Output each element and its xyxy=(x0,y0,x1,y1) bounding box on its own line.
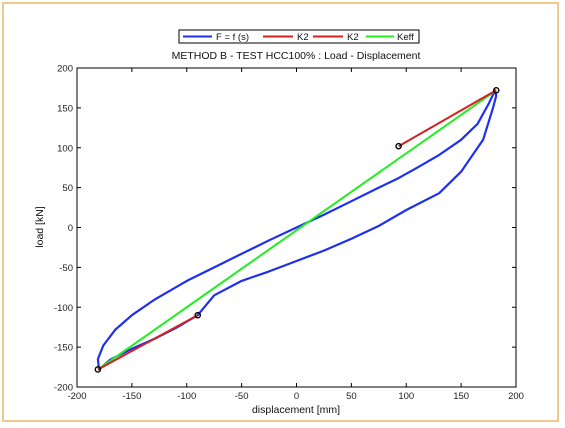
k2-point-marker xyxy=(194,311,202,319)
x-tick-label: -100 xyxy=(177,391,196,402)
x-tick-label: 0 xyxy=(294,391,299,402)
k2-point-marker xyxy=(94,366,102,373)
k2-point-marker xyxy=(395,142,402,150)
series-k2-upper-line xyxy=(398,89,497,148)
x-tick-label: 50 xyxy=(346,391,357,402)
chart-title: METHOD B - TEST HCC100% : Load - Displac… xyxy=(172,50,421,62)
y-tick-label: -200 xyxy=(54,383,73,394)
legend: F = f (s) K2 K2 Keff xyxy=(178,29,420,44)
k2-point-marker xyxy=(492,87,500,94)
x-tick-label: 100 xyxy=(398,391,414,402)
y-tick-label: 200 xyxy=(57,64,73,75)
axis-ticks: -200 -150 -100 -50 0 50 100 150 200 -200 -150 -100 -… xyxy=(54,64,524,403)
y-tick-label: 100 xyxy=(57,143,73,154)
y-tick-label: 150 xyxy=(57,103,73,114)
series-f-fs-line xyxy=(96,89,498,371)
y-tick-label: -100 xyxy=(54,303,73,314)
series-keff-line xyxy=(97,89,497,371)
series-layer xyxy=(96,89,498,371)
legend-label-f-fs: F = f (s) xyxy=(216,32,249,43)
x-tick-label: 150 xyxy=(453,391,469,402)
x-tick-label: 200 xyxy=(508,391,524,402)
x-axis-label: displacement [mm] xyxy=(252,404,340,416)
y-tick-label: 0 xyxy=(68,223,73,234)
legend-box xyxy=(178,29,420,44)
legend-label-keff: Keff xyxy=(397,32,414,43)
x-tick-label: -50 xyxy=(235,391,249,402)
marker-layer xyxy=(94,87,500,373)
y-tick-label: -50 xyxy=(59,263,73,274)
x-tick-label: -150 xyxy=(122,391,141,402)
x-tick-label: -200 xyxy=(67,391,86,402)
legend-label-k2-b: K2 xyxy=(347,32,359,43)
series-k2-lower-line xyxy=(97,314,199,371)
y-tick-label: 50 xyxy=(62,183,73,194)
y-axis-label: load [kN] xyxy=(34,206,46,248)
legend-label-k2-a: K2 xyxy=(297,32,309,43)
y-tick-label: -150 xyxy=(54,343,73,354)
